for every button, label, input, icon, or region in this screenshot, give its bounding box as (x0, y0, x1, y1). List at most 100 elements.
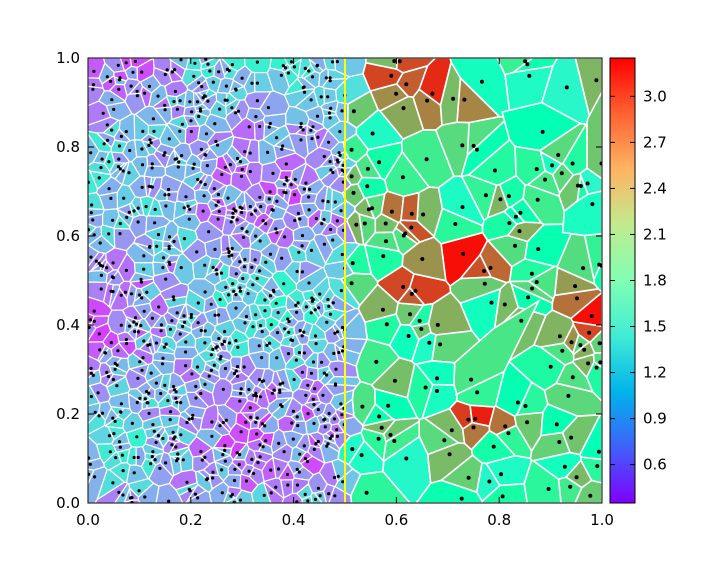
seed-point (406, 334, 411, 338)
voronoi-cell (249, 272, 271, 289)
colorbar-tick-label: 0.6 (643, 456, 667, 474)
voronoi-cell (247, 367, 266, 387)
voronoi-cell (262, 481, 285, 503)
seed-point (203, 153, 207, 157)
seed-point (258, 239, 262, 243)
seed-point (302, 444, 306, 448)
seed-point (319, 95, 323, 99)
seed-point (218, 107, 222, 111)
seed-point (217, 336, 221, 341)
seed-point (121, 469, 125, 473)
seed-point (408, 312, 412, 317)
seed-point (295, 415, 299, 419)
seed-point (340, 109, 344, 113)
seed-point (223, 366, 228, 371)
seed-point (218, 424, 222, 428)
seed-point (351, 109, 356, 114)
seed-point (195, 100, 200, 104)
voronoi-cell (199, 403, 219, 430)
seed-point (175, 400, 179, 404)
seed-point (105, 123, 109, 127)
colorbar: 0.6 0.9 1.2 1.5 1.8 2.1 2.4 2.7 3.0 (609, 57, 667, 504)
seed-point (149, 141, 153, 145)
seed-point (110, 98, 114, 102)
seed-point (242, 265, 246, 269)
seed-point (388, 432, 393, 437)
seed-point (287, 330, 291, 334)
seed-point (435, 322, 440, 327)
seed-point (473, 416, 478, 421)
seed-point (174, 390, 178, 394)
seed-point (153, 221, 157, 225)
seed-point (88, 462, 92, 466)
seed-point (325, 320, 329, 324)
seed-point (281, 144, 285, 148)
seed-point (519, 318, 524, 323)
seed-point (506, 431, 511, 436)
voronoi-cell (342, 132, 370, 164)
seed-point (322, 217, 326, 222)
seed-point (211, 80, 215, 84)
seed-point (230, 253, 234, 257)
voronoi-cell (564, 459, 593, 489)
seed-point (215, 143, 220, 147)
seed-point (296, 424, 300, 428)
voronoi-cell (205, 75, 222, 94)
seed-point (250, 212, 254, 216)
seed-point (401, 233, 406, 238)
seed-point (300, 234, 305, 238)
seed-point (306, 499, 310, 503)
seed-point (113, 367, 117, 371)
seed-point (141, 356, 145, 360)
seed-point (335, 428, 339, 432)
seed-point (203, 455, 207, 459)
seed-point (224, 84, 228, 88)
seed-point (230, 63, 234, 67)
voronoi-cell (362, 61, 404, 92)
seed-point (291, 437, 295, 441)
seed-point (180, 154, 184, 158)
seed-point (161, 356, 165, 360)
seed-point (248, 406, 252, 410)
seed-point (196, 496, 200, 500)
seed-point (133, 316, 138, 320)
seed-point (170, 70, 174, 74)
seed-point (409, 291, 414, 296)
seed-point (354, 222, 359, 227)
seed-point (139, 323, 143, 328)
seed-point (253, 258, 257, 262)
seed-point (103, 351, 107, 355)
seed-point (140, 368, 144, 372)
seed-point (259, 205, 263, 209)
seed-point (299, 138, 303, 142)
seed-point (283, 327, 287, 331)
seed-point (132, 209, 136, 213)
seed-point (167, 187, 171, 192)
seed-point (268, 294, 272, 298)
seed-point (460, 143, 465, 148)
seed-point (523, 404, 528, 408)
seed-point (250, 81, 254, 85)
seed-point (207, 374, 211, 378)
seed-point (599, 161, 602, 166)
seed-point (304, 393, 308, 397)
voronoi-cell (273, 246, 294, 273)
seed-point (156, 94, 160, 98)
seed-point (135, 89, 139, 93)
voronoi-cell (106, 269, 125, 286)
seed-point (150, 455, 154, 459)
seed-point (91, 83, 96, 87)
x-tick-label: 1.0 (590, 511, 614, 529)
seed-point (313, 308, 317, 312)
voronoi-cell (88, 213, 104, 228)
seed-point (204, 132, 208, 136)
seed-point (89, 151, 93, 155)
seed-point (222, 339, 226, 344)
seed-point (111, 218, 115, 222)
seed-point (286, 352, 291, 356)
seed-point (309, 128, 313, 132)
seed-point (266, 150, 270, 154)
seed-point (326, 442, 330, 446)
seed-point (240, 167, 244, 172)
seed-point (548, 364, 553, 369)
